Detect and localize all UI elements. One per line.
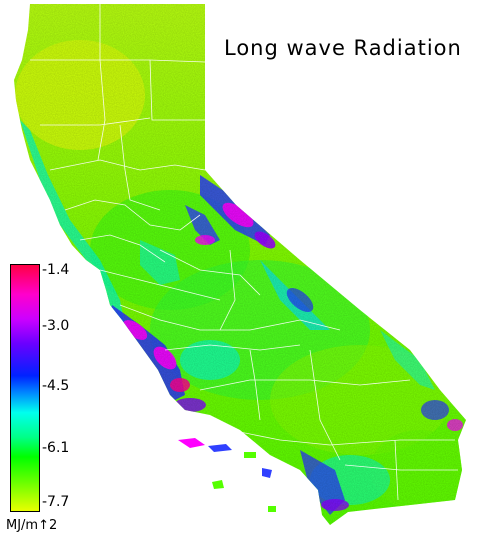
map-title: Long wave Radiation (224, 36, 462, 60)
county-boundaries (30, 4, 458, 501)
legend-unit: MJ/m↑2 (6, 518, 58, 533)
legend-tick-min: -7.7 (42, 494, 70, 510)
channel-islands (178, 438, 276, 512)
legend-tick-3: -4.5 (42, 378, 70, 394)
legend-tick-max: -1.4 (42, 262, 70, 278)
color-scale-bar (10, 264, 40, 512)
legend-tick-2: -3.0 (42, 318, 70, 334)
legend-tick-4: -6.1 (42, 440, 70, 456)
